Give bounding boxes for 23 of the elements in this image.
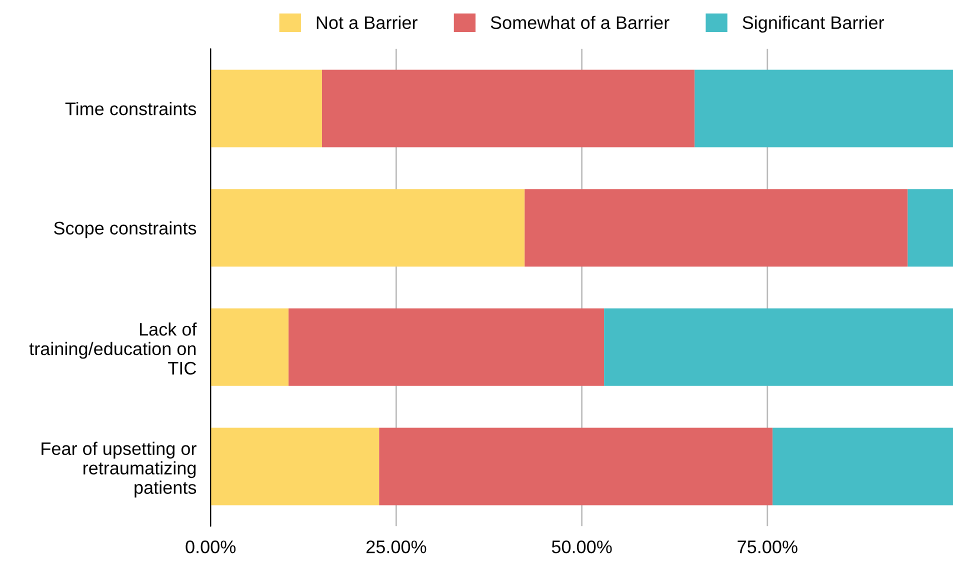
y-tick-label: Fear of upsetting or retraumatizing patients: [42, 442, 196, 498]
bar: [210, 70, 322, 148]
x-tick-label: 0.00%: [186, 540, 236, 554]
bar: [210, 428, 380, 506]
x-tick-label: 75.00%: [738, 540, 798, 554]
bar: [908, 189, 953, 267]
x-tick-label: 25.00%: [366, 540, 426, 554]
legend-label: Somewhat of a Barrier: [490, 16, 670, 30]
y-tick-label: Scope constraints: [54, 221, 196, 238]
bar: [322, 70, 695, 148]
y-tick-label: Time constraints: [65, 102, 196, 116]
bar: [772, 428, 953, 506]
bar: [210, 189, 525, 267]
bar: [694, 70, 953, 148]
legend-label: Significant Barrier: [742, 16, 884, 33]
bar: [604, 308, 953, 386]
bar: [288, 308, 604, 386]
legend-label: Not a Barrier: [316, 16, 418, 30]
bar: [210, 308, 289, 386]
bar: [524, 189, 908, 267]
bar: [379, 428, 773, 506]
y-tick-label: Lack of training/education on TIC: [29, 322, 197, 375]
x-tick-label: 50.00%: [552, 540, 612, 554]
